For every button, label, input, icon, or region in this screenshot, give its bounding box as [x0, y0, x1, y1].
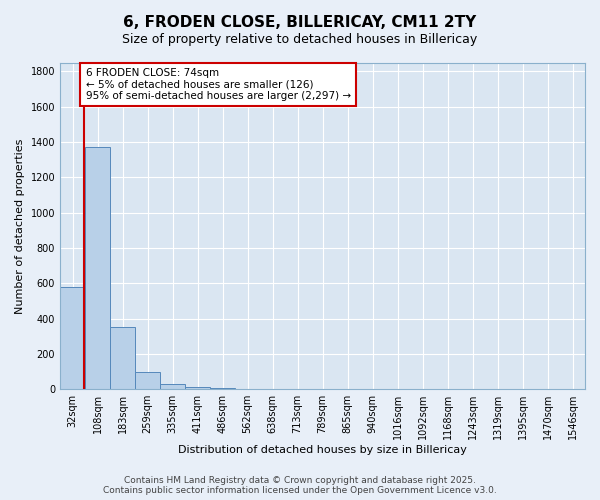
- Bar: [160, 384, 185, 389]
- Bar: [110, 328, 135, 389]
- Text: Contains HM Land Registry data © Crown copyright and database right 2025.
Contai: Contains HM Land Registry data © Crown c…: [103, 476, 497, 495]
- Bar: [185, 386, 210, 389]
- Bar: [210, 388, 235, 389]
- Bar: [135, 372, 160, 389]
- Bar: [60, 287, 85, 389]
- Text: 6 FRODEN CLOSE: 74sqm
← 5% of detached houses are smaller (126)
95% of semi-deta: 6 FRODEN CLOSE: 74sqm ← 5% of detached h…: [86, 68, 350, 101]
- Text: 6, FRODEN CLOSE, BILLERICAY, CM11 2TY: 6, FRODEN CLOSE, BILLERICAY, CM11 2TY: [124, 15, 476, 30]
- Bar: [85, 148, 110, 389]
- X-axis label: Distribution of detached houses by size in Billericay: Distribution of detached houses by size …: [178, 445, 467, 455]
- Text: Size of property relative to detached houses in Billericay: Size of property relative to detached ho…: [122, 32, 478, 46]
- Y-axis label: Number of detached properties: Number of detached properties: [15, 138, 25, 314]
